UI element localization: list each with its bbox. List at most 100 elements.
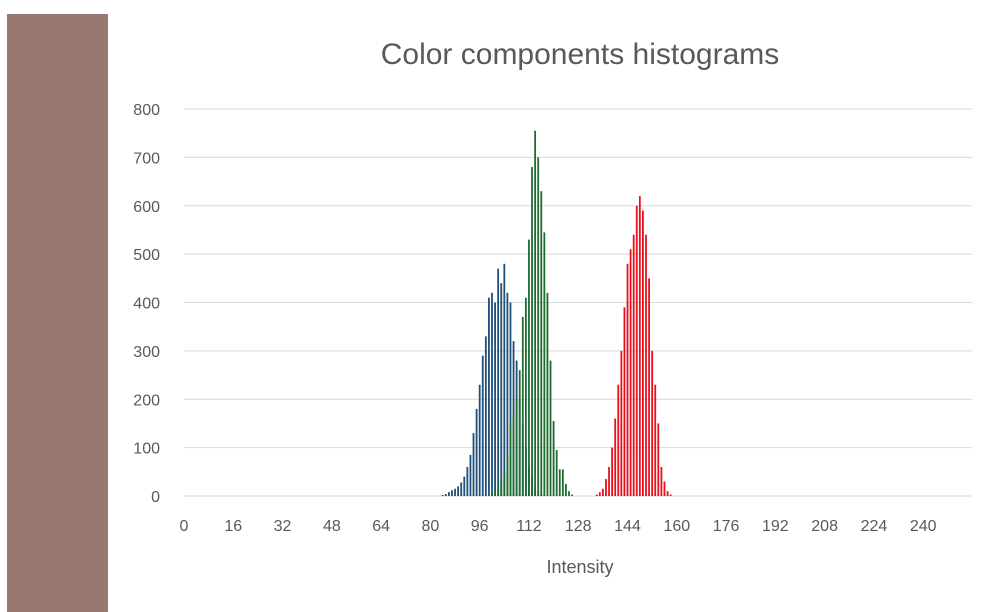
y-tick-label: 600	[133, 199, 160, 216]
y-tick-label: 400	[133, 296, 160, 313]
histogram-bar-series-1	[478, 384, 481, 496]
y-tick-label: 200	[133, 392, 160, 409]
histogram-bar-series-2	[528, 239, 530, 497]
gridlines	[184, 108, 972, 497]
histogram-bar-series-2	[500, 479, 503, 496]
histogram-bar-series-1	[454, 488, 456, 496]
x-tick-label: 112	[516, 518, 542, 535]
y-tick-label: 700	[133, 150, 160, 167]
histogram-bar-series-3	[605, 479, 607, 496]
histogram-bar-series-1	[500, 283, 503, 496]
histogram-bar-series-2	[555, 450, 558, 496]
x-tick-label: 96	[471, 518, 489, 535]
x-tick-label: 80	[422, 518, 440, 535]
histogram-bars	[441, 130, 672, 497]
histogram-bar-series-1	[447, 492, 450, 496]
histogram-bar-series-3	[654, 384, 657, 496]
histogram-bar-series-3	[620, 350, 623, 496]
histogram-bar-series-3	[663, 481, 666, 496]
histogram-bar-series-3	[601, 488, 604, 496]
histogram-bar-series-3	[651, 350, 654, 496]
histogram-bar-series-3	[608, 466, 610, 496]
histogram-bar-series-1	[460, 482, 463, 496]
y-tick-label: 0	[151, 489, 160, 506]
histogram-bar-series-2	[565, 483, 567, 496]
histogram-bar-series-1	[506, 292, 509, 496]
histogram-bar-series-2	[531, 167, 533, 497]
x-axis-label: Intensity	[546, 557, 613, 577]
x-tick-label: 64	[372, 518, 390, 535]
histogram-bar-series-3	[642, 210, 644, 496]
histogram-bar-series-1	[472, 433, 475, 496]
histogram-bar-series-2	[561, 469, 564, 496]
histogram-bar-series-2	[552, 421, 555, 496]
x-tick-label: 176	[713, 518, 740, 535]
histogram-bar-series-3	[632, 234, 635, 496]
histogram-bar-series-1	[488, 297, 490, 496]
histogram-bar-series-3	[614, 418, 617, 496]
histogram-bar-series-3	[638, 196, 641, 496]
histogram-bar-series-1	[444, 494, 447, 496]
histogram-bar-series-2	[543, 232, 546, 496]
histogram-bar-series-3	[657, 423, 660, 496]
y-tick-label: 300	[133, 344, 160, 361]
x-tick-label: 192	[762, 518, 789, 535]
histogram-bar-series-2	[521, 317, 524, 496]
histogram-bar-series-3	[611, 447, 614, 496]
x-tick-label: 0	[180, 518, 189, 535]
histogram-bar-series-1	[466, 466, 469, 496]
histogram-bar-series-2	[494, 491, 496, 496]
histogram-bar-series-3	[666, 491, 669, 496]
histogram-bar-series-3	[635, 205, 638, 496]
histogram-bar-series-1	[457, 486, 460, 496]
x-tick-label: 48	[323, 518, 341, 535]
y-axis-tick-labels: 0 100 200 300 400 500 600 700 800	[133, 102, 160, 506]
histogram-bar-series-3	[598, 492, 601, 496]
histogram-bar-series-1	[491, 292, 493, 496]
histogram-bar-series-2	[506, 457, 509, 496]
histogram-bar-series-2	[558, 469, 561, 496]
histogram-bar-series-2	[503, 471, 506, 496]
chart-panel	[118, 10, 1003, 610]
histogram-bar-series-3	[660, 466, 663, 496]
y-tick-label: 800	[133, 102, 160, 119]
x-tick-label: 240	[910, 518, 937, 535]
histogram-bar-series-3	[648, 278, 650, 496]
chart-title: Color components histograms	[380, 38, 780, 71]
histogram-bar-series-1	[475, 408, 478, 496]
histogram-bar-series-1	[484, 336, 487, 496]
histogram-bar-series-2	[497, 486, 500, 496]
x-tick-label: 32	[274, 518, 292, 535]
histogram-bar-series-1	[481, 355, 484, 496]
histogram-bar-series-1	[469, 454, 472, 496]
histogram-bar-series-2	[491, 493, 493, 496]
histogram-bar-series-2	[540, 191, 543, 497]
histogram-bar-series-1	[497, 268, 500, 496]
x-tick-label: 160	[663, 518, 690, 535]
histogram-bar-series-1	[441, 495, 444, 496]
histogram-bar-series-2	[546, 292, 549, 496]
histogram-bar-series-2	[549, 360, 552, 496]
y-tick-label: 100	[133, 441, 160, 458]
color-sample-swatch	[7, 14, 108, 612]
histogram-bar-series-2	[568, 491, 570, 496]
histogram-bar-series-2	[524, 297, 527, 496]
x-tick-label: 208	[811, 518, 838, 535]
histogram-bar-series-3	[626, 263, 629, 496]
histogram-bar-series-2	[512, 413, 515, 496]
histogram-bar-series-1	[509, 302, 512, 496]
histogram-bar-series-1	[463, 476, 466, 496]
histogram-bar-series-2	[534, 130, 537, 497]
y-tick-label: 500	[133, 247, 160, 264]
x-tick-label: 16	[224, 518, 242, 535]
histogram-bar-series-1	[503, 263, 506, 496]
histogram-bar-series-3	[645, 234, 647, 496]
histogram-bar-series-2	[509, 423, 512, 496]
histogram-bar-series-2	[571, 494, 573, 496]
x-tick-label: 224	[861, 518, 888, 535]
histogram-bar-series-3	[595, 494, 598, 496]
histogram-bar-series-2	[515, 399, 518, 496]
x-tick-label: 144	[614, 518, 641, 535]
histogram-bar-series-3	[669, 494, 672, 496]
